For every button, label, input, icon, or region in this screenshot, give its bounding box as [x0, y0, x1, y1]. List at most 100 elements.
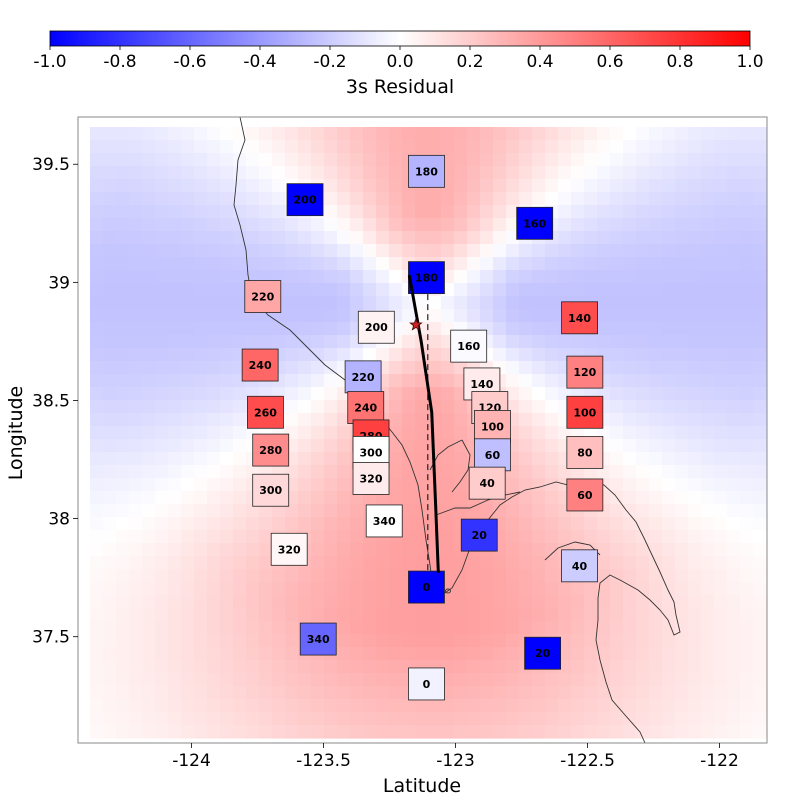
heatmap-cell [415, 205, 429, 219]
heatmap-cell [584, 686, 598, 700]
heatmap-cell [142, 608, 156, 622]
station-marker[interactable]: 60 [566, 478, 604, 512]
heatmap-cell [194, 140, 208, 154]
station-marker[interactable]: 240 [241, 348, 279, 382]
heatmap-cell [311, 491, 325, 505]
heatmap-cell [727, 660, 741, 674]
heatmap-cell [116, 153, 130, 167]
heatmap-cell [311, 413, 325, 427]
heatmap-cell [259, 244, 273, 258]
station-marker[interactable]: 220 [344, 360, 382, 394]
heatmap-cell [194, 218, 208, 232]
heatmap-cell [727, 426, 741, 440]
heatmap-cell [181, 179, 195, 193]
heatmap-cell [272, 153, 286, 167]
heatmap-cell [129, 465, 143, 479]
heatmap-cell [324, 569, 338, 583]
station-marker[interactable]: 240 [347, 391, 385, 424]
heatmap-cell [519, 400, 533, 414]
colorbar-bar [49, 30, 751, 47]
heatmap-cell [415, 296, 429, 310]
heatmap-cell [246, 543, 260, 557]
heatmap-cell [389, 361, 403, 375]
station-marker[interactable]: 0 [408, 667, 445, 701]
station-marker[interactable]: 40 [561, 549, 598, 583]
heatmap-cell [194, 673, 208, 687]
heatmap-cell [142, 348, 156, 362]
station-marker[interactable]: 160 [450, 329, 488, 363]
station-marker[interactable]: 280 [252, 433, 290, 467]
station-marker[interactable]: 220 [244, 280, 282, 313]
heatmap-cell [402, 361, 416, 375]
heatmap-cell [194, 491, 208, 505]
heatmap-cell [714, 465, 728, 479]
heatmap-cell [259, 179, 273, 193]
heatmap-cell [220, 647, 234, 661]
heatmap-cell [285, 348, 299, 362]
station-marker[interactable]: 300 [252, 473, 290, 507]
heatmap-cell [129, 166, 143, 180]
station-azimuth-label: 140 [470, 378, 493, 391]
heatmap-cell [181, 660, 195, 674]
station-marker[interactable]: 40 [468, 466, 506, 500]
heatmap-cell [753, 491, 767, 505]
station-marker[interactable]: 200 [357, 310, 395, 344]
heatmap-cell [207, 621, 221, 635]
heatmap-cell [454, 504, 468, 518]
station-marker[interactable]: 140 [561, 301, 598, 335]
station-marker[interactable]: 160 [516, 206, 554, 240]
heatmap-cell [298, 257, 312, 271]
heatmap-cell [103, 192, 117, 206]
heatmap-cell [545, 257, 559, 271]
station-marker[interactable]: 0 [408, 570, 445, 604]
station-marker[interactable]: 100 [566, 395, 604, 429]
station-marker[interactable]: 180 [408, 154, 445, 188]
heatmap-cell [415, 426, 429, 440]
heatmap-cell [701, 699, 715, 713]
heatmap-cell [220, 634, 234, 648]
heatmap-cell [90, 244, 104, 258]
heatmap-cell [688, 179, 702, 193]
heatmap-cell [662, 478, 676, 492]
heatmap-cell [298, 465, 312, 479]
station-marker[interactable]: 80 [566, 436, 604, 469]
heatmap-cell [636, 166, 650, 180]
heatmap-cell [90, 608, 104, 622]
heatmap-cell [337, 257, 351, 271]
heatmap-cell [688, 413, 702, 427]
heatmap-cell [610, 686, 624, 700]
station-square [241, 348, 279, 382]
heatmap-cell [532, 244, 546, 258]
heatmap-cell [480, 647, 494, 661]
station-marker[interactable]: 60 [474, 438, 511, 472]
heatmap-cell [350, 647, 364, 661]
station-marker[interactable]: 340 [365, 504, 403, 538]
heatmap-cell [519, 387, 533, 401]
station-marker[interactable]: 200 [286, 183, 324, 217]
station-marker[interactable]: 180 [408, 261, 445, 295]
station-marker[interactable]: 340 [299, 622, 337, 656]
station-marker[interactable]: 320 [270, 532, 308, 566]
heatmap-cell [519, 439, 533, 453]
heatmap-cell [103, 686, 117, 700]
station-marker[interactable]: 100 [474, 410, 511, 443]
heatmap-cell [402, 218, 416, 232]
station-marker[interactable]: 260 [247, 395, 284, 429]
heatmap-cell [103, 621, 117, 635]
station-marker[interactable]: 320 [352, 462, 390, 495]
heatmap-cell [168, 582, 182, 596]
heatmap-cell [324, 153, 338, 167]
heatmap-cell [597, 179, 611, 193]
station-marker[interactable]: 120 [566, 355, 604, 389]
heatmap-cell [675, 712, 689, 726]
heatmap-cell [337, 647, 351, 661]
heatmap-cell [337, 296, 351, 310]
station-marker[interactable]: 20 [460, 518, 498, 552]
heatmap-cell [623, 465, 637, 479]
heatmap-cell [207, 699, 221, 713]
heatmap-cell [90, 400, 104, 414]
heatmap-cell [272, 179, 286, 193]
station-marker[interactable]: 20 [524, 636, 562, 670]
heatmap-cell [558, 595, 572, 609]
heatmap-cell [155, 465, 169, 479]
